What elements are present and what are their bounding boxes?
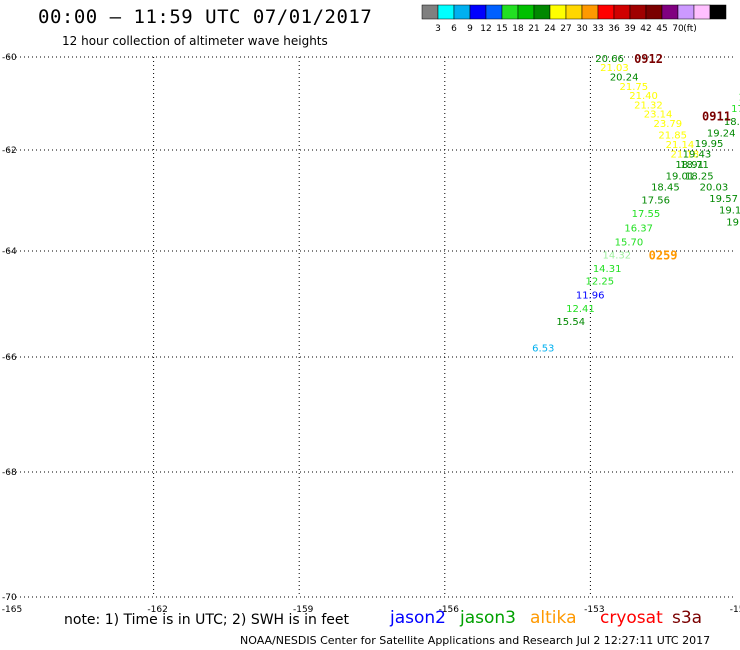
wave-height-value: 16.37 xyxy=(624,223,653,234)
track-time-label: 0911 xyxy=(702,110,731,124)
wave-height-value: 20.66 xyxy=(595,54,624,65)
wave-height-value: 12.41 xyxy=(566,304,595,315)
map-grid xyxy=(8,56,736,598)
wave-height-value: 19.24 xyxy=(707,128,736,139)
wave-height-value: 19.57 xyxy=(709,194,738,205)
colorbar-tick-label: 30 xyxy=(576,24,588,34)
wave-height-value: 18.0 xyxy=(724,117,740,128)
wave-height-value: 18.25 xyxy=(685,171,714,182)
latitude-tick-label: -62 xyxy=(2,146,17,156)
wave-height-value: 17.55 xyxy=(632,209,661,220)
wave-height-value: 23.79 xyxy=(653,119,682,130)
wave-height-value: 19.14 xyxy=(719,206,740,217)
longitude-tick-label: -159 xyxy=(293,605,314,615)
colorbar-tick-label: 42 xyxy=(640,24,651,34)
colorbar-tick-label: 45 xyxy=(656,24,667,34)
wave-height-value: 15.54 xyxy=(556,317,585,328)
longitude-tick-label: -150 xyxy=(730,605,740,615)
wave-height-value: 14.32 xyxy=(603,251,632,262)
wave-height-value: 18.45 xyxy=(651,182,680,193)
wave-height-value: 21.18 xyxy=(670,150,699,161)
wave-height-value: 21.03 xyxy=(600,63,629,74)
colorbar-tick-label: 18 xyxy=(512,24,524,34)
latitude-tick-label: -60 xyxy=(2,53,17,63)
colorbar-tick-label: 21 xyxy=(528,24,539,34)
wave-height-colorbar: 3 6 9 12 15 18 21 24 27 30 33 36 39 42 45 70 (ft) xyxy=(421,4,727,34)
colorbar-tick-label: 33 xyxy=(592,24,603,34)
latitude-tick-label: -68 xyxy=(2,468,17,478)
latitude-tick-label: -64 xyxy=(2,247,17,257)
wave-height-value: 20.03 xyxy=(700,182,729,193)
longitude-tick-label: -156 xyxy=(439,605,460,615)
axis-tick-labels: -60 -62 -64 -66 -68 -70 -165 -162 -159 -156 -153 -1… xyxy=(2,53,740,615)
wave-height-value: 12.25 xyxy=(586,277,615,288)
wave-height-value: 19.95 xyxy=(695,139,724,150)
wave-height-value: 19.43 xyxy=(683,150,712,161)
wave-height-value: 18.91 xyxy=(675,160,704,171)
satellite-legend-s3a: s3a xyxy=(672,608,703,628)
colorbar-tick-label: 39 xyxy=(624,24,636,34)
latitude-tick-label: -66 xyxy=(2,353,17,363)
wave-height-value: 21.85 xyxy=(658,131,687,142)
colorbar-swatch xyxy=(709,4,727,20)
wave-height-value: 21.75 xyxy=(620,82,649,93)
satellite-legend-altika: altika xyxy=(530,608,577,628)
satellite-legend-cryosat: cryosat xyxy=(600,608,663,628)
wave-height-value: 17.56 xyxy=(641,195,670,206)
longitude-tick-label: -165 xyxy=(2,605,22,615)
wave-height-value: 15.70 xyxy=(615,237,644,248)
colorbar-tick-label: 36 xyxy=(608,24,620,34)
wave-height-value: 16 xyxy=(738,93,740,104)
map-subtitle: 12 hour collection of altimeter wave hei… xyxy=(62,34,328,48)
track-time-label: 0259 xyxy=(649,249,678,263)
wave-height-value: 21.14 xyxy=(666,140,695,151)
credit-line: NOAA/NESDIS Center for Satellite Applica… xyxy=(240,634,711,647)
colorbar-unit-label: (ft) xyxy=(683,24,697,34)
colorbar-tick-label: 24 xyxy=(544,24,556,34)
latitude-tick-label: -70 xyxy=(2,593,17,603)
wave-height-value: 11.96 xyxy=(576,290,605,301)
satellite-legend-jason3: jason3 xyxy=(460,608,516,628)
wave-height-value: 18.71 xyxy=(680,160,709,171)
colorbar-tick-label: 9 xyxy=(467,24,473,34)
colorbar-tick-label: 12 xyxy=(480,24,491,34)
colorbar-tick-label: 27 xyxy=(560,24,571,34)
wave-height-observations: 20.6621.0320.2421.7521.4021.3223.1423.79… xyxy=(532,54,740,355)
colorbar-tick-label: 6 xyxy=(451,24,457,34)
footnote: note: 1) Time is in UTC; 2) SWH is in fe… xyxy=(64,612,350,628)
wave-height-value: 20.24 xyxy=(610,73,639,84)
wave-height-value: 14.31 xyxy=(593,264,622,275)
wave-height-value: 19.01 xyxy=(666,171,695,182)
colorbar-tick-label: 70 xyxy=(672,24,684,34)
track-time-labels: 0912 0911 0259 xyxy=(634,52,731,263)
map-title: 00:00 – 11:59 UTC 07/01/2017 xyxy=(38,6,373,28)
colorbar-tick-label: 3 xyxy=(435,24,441,34)
wave-height-value: 17. xyxy=(731,104,740,115)
wave-height-value: 23.14 xyxy=(644,110,673,121)
track-time-label: 0912 xyxy=(634,52,663,66)
longitude-tick-label: -153 xyxy=(584,605,604,615)
longitude-tick-label: -162 xyxy=(147,605,167,615)
wave-height-value: 6.53 xyxy=(532,343,554,354)
satellite-legend-jason2: jason2 xyxy=(390,608,446,628)
colorbar-tick-label: 15 xyxy=(496,24,507,34)
wave-height-value: 19.8 xyxy=(726,218,740,229)
wave-height-value: 21.40 xyxy=(629,91,658,102)
wave-height-value: 21.32 xyxy=(634,100,663,111)
